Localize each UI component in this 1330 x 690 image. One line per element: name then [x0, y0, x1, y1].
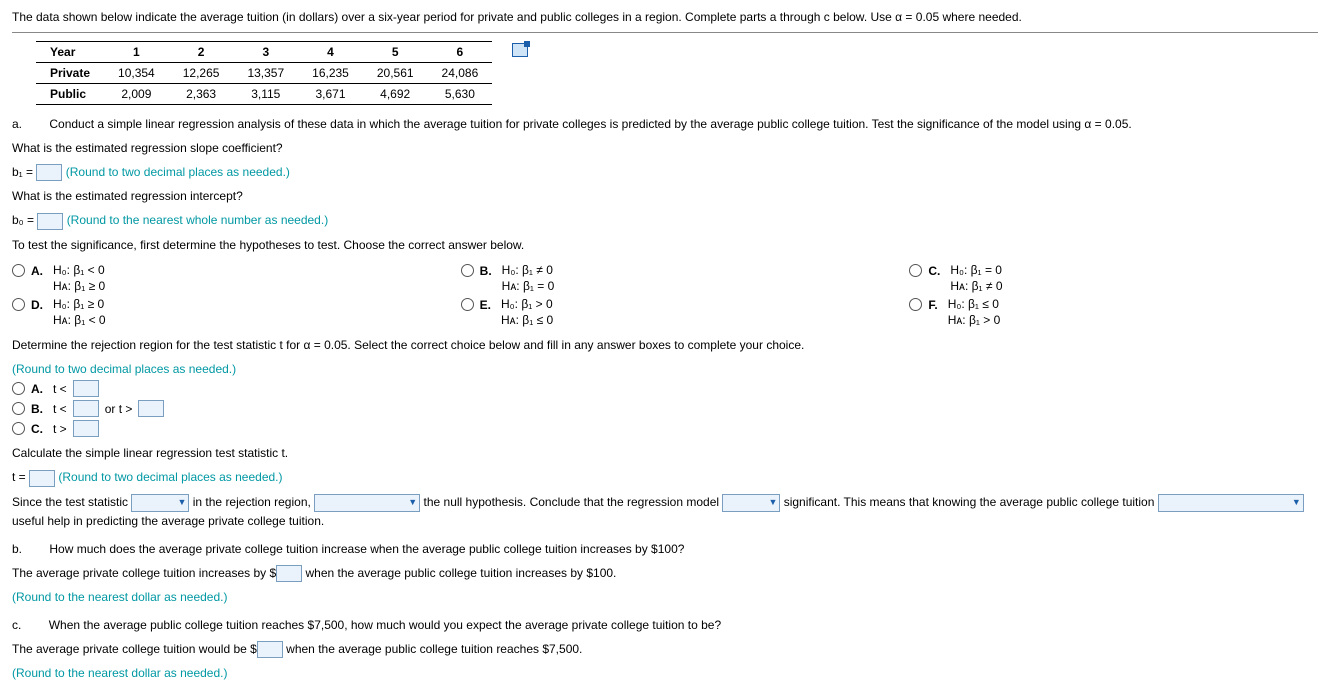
q-intercept: What is the estimated regression interce… — [12, 187, 1318, 205]
radio-b[interactable] — [461, 264, 474, 277]
radio-c[interactable] — [909, 264, 922, 277]
t-hint: (Round to two decimal places as needed.) — [58, 470, 282, 484]
part-c: c. When the average public college tuiti… — [12, 616, 1318, 634]
rej-hint: (Round to two decimal places as needed.) — [12, 360, 1318, 378]
opt-d[interactable]: D. H₀: β₁ ≥ 0Hᴀ: β₁ < 0 — [12, 296, 421, 328]
part-a-text: Conduct a simple linear regression analy… — [49, 117, 1131, 131]
data-table-wrap: Year 1 2 3 4 5 6 Private 10,354 12,265 1… — [12, 41, 1318, 105]
rej-opt-c[interactable]: C. t > — [12, 420, 1318, 438]
rej-b-input2[interactable] — [138, 400, 164, 417]
opt-e[interactable]: E. H₀: β₁ > 0Hᴀ: β₁ ≤ 0 — [461, 296, 870, 328]
rej-opt-a[interactable]: A. t < — [12, 380, 1318, 398]
b-hint: (Round to the nearest dollar as needed.) — [12, 588, 1318, 606]
b1-hint: (Round to two decimal places as needed.) — [66, 165, 290, 179]
b-ans-pre: The average private college tuition incr… — [12, 566, 276, 580]
b0-input[interactable] — [37, 213, 63, 230]
part-a-label: a. — [12, 117, 22, 131]
radio-rej-a[interactable] — [12, 382, 25, 395]
radio-rej-c[interactable] — [12, 422, 25, 435]
opt-a[interactable]: A. H₀: β₁ < 0Hᴀ: β₁ ≥ 0 — [12, 262, 421, 294]
b1-prefix: b₁ = — [12, 165, 33, 179]
c-hint: (Round to the nearest dollar as needed.) — [12, 664, 1318, 682]
radio-rej-b[interactable] — [12, 402, 25, 415]
rej-intro: Determine the rejection region for the t… — [12, 336, 1318, 354]
calc-t: Calculate the simple linear regression t… — [12, 444, 1318, 462]
b0-prefix: b₀ = — [12, 213, 34, 227]
col-3: 3 — [233, 42, 298, 63]
c-ans-pre: The average private college tuition woul… — [12, 642, 257, 656]
col-2: 2 — [169, 42, 234, 63]
col-1: 1 — [104, 42, 169, 63]
row-private: Private — [36, 63, 104, 84]
part-b-text: How much does the average private colleg… — [49, 542, 684, 556]
col-year: Year — [36, 42, 104, 63]
data-table: Year 1 2 3 4 5 6 Private 10,354 12,265 1… — [36, 41, 542, 105]
b0-hint: (Round to the nearest whole number as ne… — [67, 213, 329, 227]
since-dd3[interactable]: ▼ — [722, 494, 780, 512]
opt-b[interactable]: B. H₀: β₁ ≠ 0Hᴀ: β₁ = 0 — [461, 262, 870, 294]
q-slope: What is the estimated regression slope c… — [12, 139, 1318, 157]
opt-f[interactable]: F. H₀: β₁ ≤ 0Hᴀ: β₁ > 0 — [909, 296, 1318, 328]
radio-e[interactable] — [461, 298, 474, 311]
part-a: a. Conduct a simple linear regression an… — [12, 115, 1318, 133]
part-b-label: b. — [12, 542, 22, 556]
rej-a-input[interactable] — [73, 380, 99, 397]
part-c-text: When the average public college tuition … — [49, 618, 721, 632]
t-input[interactable] — [29, 470, 55, 487]
since-dd2[interactable]: ▼ — [314, 494, 420, 512]
part-b: b. How much does the average private col… — [12, 540, 1318, 558]
rej-c-input[interactable] — [73, 420, 99, 437]
rej-b-input1[interactable] — [73, 400, 99, 417]
part-c-label: c. — [12, 618, 21, 632]
hyp-intro: To test the significance, first determin… — [12, 236, 1318, 254]
radio-f[interactable] — [909, 298, 922, 311]
row-public: Public — [36, 84, 104, 105]
since-dd1[interactable]: ▼ — [131, 494, 189, 512]
radio-d[interactable] — [12, 298, 25, 311]
opt-c[interactable]: C. H₀: β₁ = 0Hᴀ: β₁ ≠ 0 — [909, 262, 1318, 294]
col-5: 5 — [363, 42, 428, 63]
radio-a[interactable] — [12, 264, 25, 277]
rej-opt-b[interactable]: B. t < or t > — [12, 400, 1318, 418]
c-ans-input[interactable] — [257, 641, 283, 658]
since-dd4[interactable]: ▼ — [1158, 494, 1304, 512]
col-4: 4 — [298, 42, 363, 63]
t-prefix: t = — [12, 470, 26, 484]
since-line: Since the test statistic ▼ in the reject… — [12, 493, 1318, 530]
b1-input[interactable] — [36, 164, 62, 181]
b-ans-input[interactable] — [276, 565, 302, 582]
b-ans-post: when the average public college tuition … — [306, 566, 617, 580]
popout-icon[interactable] — [512, 43, 528, 57]
intro-text: The data shown below indicate the averag… — [12, 8, 1318, 33]
col-6: 6 — [428, 42, 493, 63]
c-ans-post: when the average public college tuition … — [286, 642, 582, 656]
